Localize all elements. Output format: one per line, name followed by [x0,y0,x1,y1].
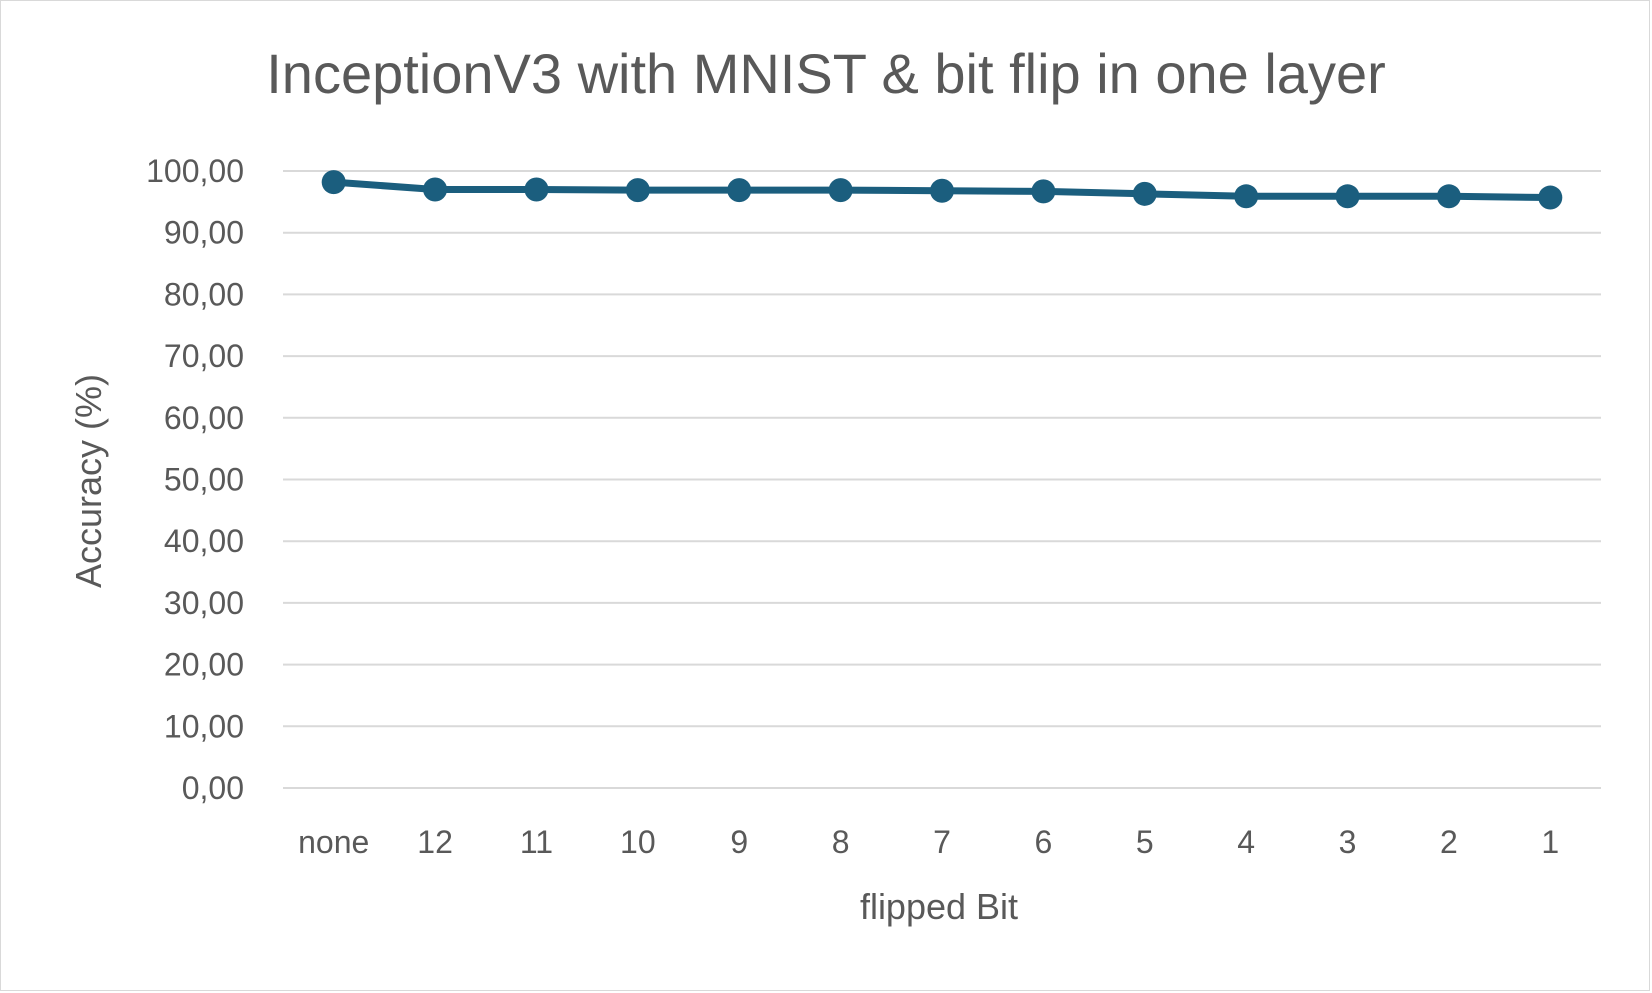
x-tick-label: 6 [1034,824,1052,860]
data-point [321,170,346,195]
x-tick-label: none [298,824,369,860]
x-tick-label: 4 [1237,824,1255,860]
y-tick-label: 60,00 [164,400,244,436]
x-tick-label: 9 [730,824,748,860]
x-tick-label: 12 [417,824,453,860]
y-tick-label: 80,00 [164,276,244,312]
y-tick-label: 90,00 [164,215,244,251]
data-point [1234,184,1259,209]
data-point [1436,184,1461,209]
x-tick-label: 5 [1136,824,1154,860]
x-tick-label: 3 [1339,824,1357,860]
series-layer [321,170,1563,210]
data-point [524,177,549,202]
x-tick-label: 8 [832,824,850,860]
x-tick-label: 11 [520,824,553,860]
y-tick-label: 100,00 [146,153,244,189]
data-point [1132,181,1157,206]
data-point [1335,184,1360,209]
chart-title: InceptionV3 with MNIST & bit flip in one… [266,42,1386,105]
data-point [1031,179,1056,204]
x-axis-title: flipped Bit [860,886,1018,927]
y-tick-label: 70,00 [164,338,244,374]
x-tick-label: 2 [1440,824,1458,860]
y-tick-label: 50,00 [164,462,244,498]
y-tick-label: 0,00 [182,770,244,806]
y-tick-label: 40,00 [164,523,244,559]
x-tick-label: 1 [1541,824,1559,860]
y-tick-label: 30,00 [164,585,244,621]
y-axis-title: Accuracy (%) [68,374,109,588]
data-point [828,178,853,203]
gridlines [283,170,1601,789]
x-tick-label: 7 [933,824,951,860]
y-tick-label: 10,00 [164,708,244,744]
y-axis-ticks: 0,00 10,00 20,00 30,00 40,00 50,00 60,00 70,00 8… [146,153,244,806]
data-point [727,178,752,203]
y-tick-label: 20,00 [164,647,244,683]
data-point [423,177,448,202]
data-point [625,178,650,203]
data-point [1538,185,1563,210]
x-tick-label: 10 [620,824,656,860]
x-axis-ticks: none 12 11 10 9 8 7 6 5 4 3 2 1 [298,824,1559,860]
data-point [930,178,954,203]
